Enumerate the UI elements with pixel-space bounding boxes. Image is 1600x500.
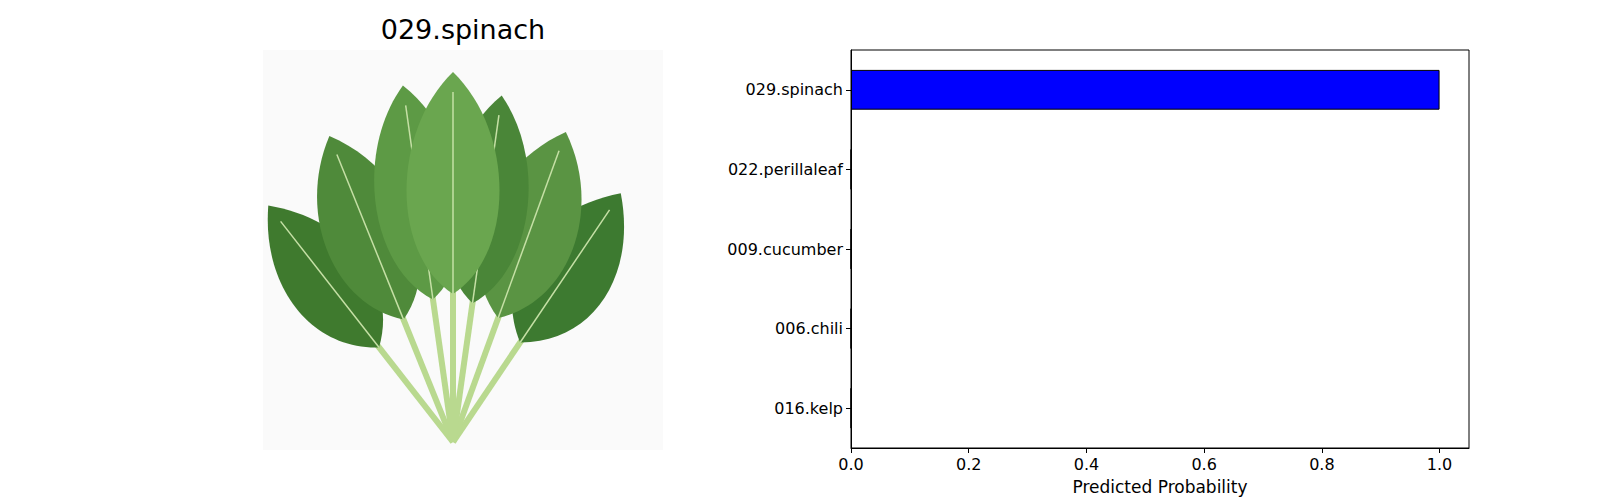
svg-text:016.kelp: 016.kelp — [774, 399, 843, 418]
html-text:029.spinach: 029.spinach — [380, 14, 546, 45]
svg-text:0.4: 0.4 — [1074, 455, 1099, 474]
svg-text:006.chili: 006.chili — [775, 319, 843, 338]
svg-text:0.8: 0.8 — [1309, 455, 1334, 474]
svg-text:0.0: 0.0 — [838, 455, 863, 474]
svg-text:Predicted Probability: Predicted Probability — [1072, 477, 1247, 497]
svg-text:0.6: 0.6 — [1191, 455, 1216, 474]
svg-text:022.perillaleaf: 022.perillaleaf — [728, 160, 843, 179]
svg-text:1.0: 1.0 — [1427, 455, 1452, 474]
svg-text:029.spinach: 029.spinach — [746, 80, 843, 99]
svg-text:009.cucumber: 009.cucumber — [727, 240, 843, 259]
svg-text:0.2: 0.2 — [956, 455, 981, 474]
